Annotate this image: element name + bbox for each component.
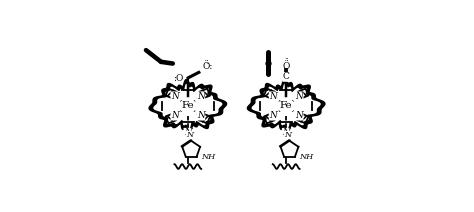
Text: :O: :O: [173, 74, 184, 83]
Polygon shape: [149, 80, 227, 132]
Text: NH: NH: [201, 152, 215, 160]
Text: ··: ··: [206, 60, 210, 69]
Text: Fe: Fe: [280, 102, 292, 110]
Text: N: N: [171, 92, 179, 101]
Polygon shape: [252, 84, 321, 128]
Text: C: C: [283, 73, 290, 81]
Text: N: N: [186, 131, 193, 139]
Text: N: N: [269, 111, 277, 120]
Text: N: N: [171, 111, 179, 120]
Text: N: N: [269, 92, 277, 101]
Polygon shape: [247, 80, 325, 132]
Text: N: N: [295, 111, 303, 120]
Text: NH: NH: [299, 152, 313, 160]
Text: N: N: [284, 131, 292, 139]
Text: N: N: [184, 128, 192, 137]
Text: N: N: [282, 128, 290, 137]
Text: N: N: [295, 92, 303, 101]
Text: Ö:: Ö:: [202, 62, 213, 71]
Text: Ö: Ö: [283, 62, 290, 71]
Text: N: N: [197, 92, 205, 101]
Text: Fe: Fe: [182, 102, 194, 110]
Text: N: N: [197, 111, 205, 120]
Polygon shape: [153, 84, 222, 128]
Text: ··: ··: [284, 56, 288, 62]
